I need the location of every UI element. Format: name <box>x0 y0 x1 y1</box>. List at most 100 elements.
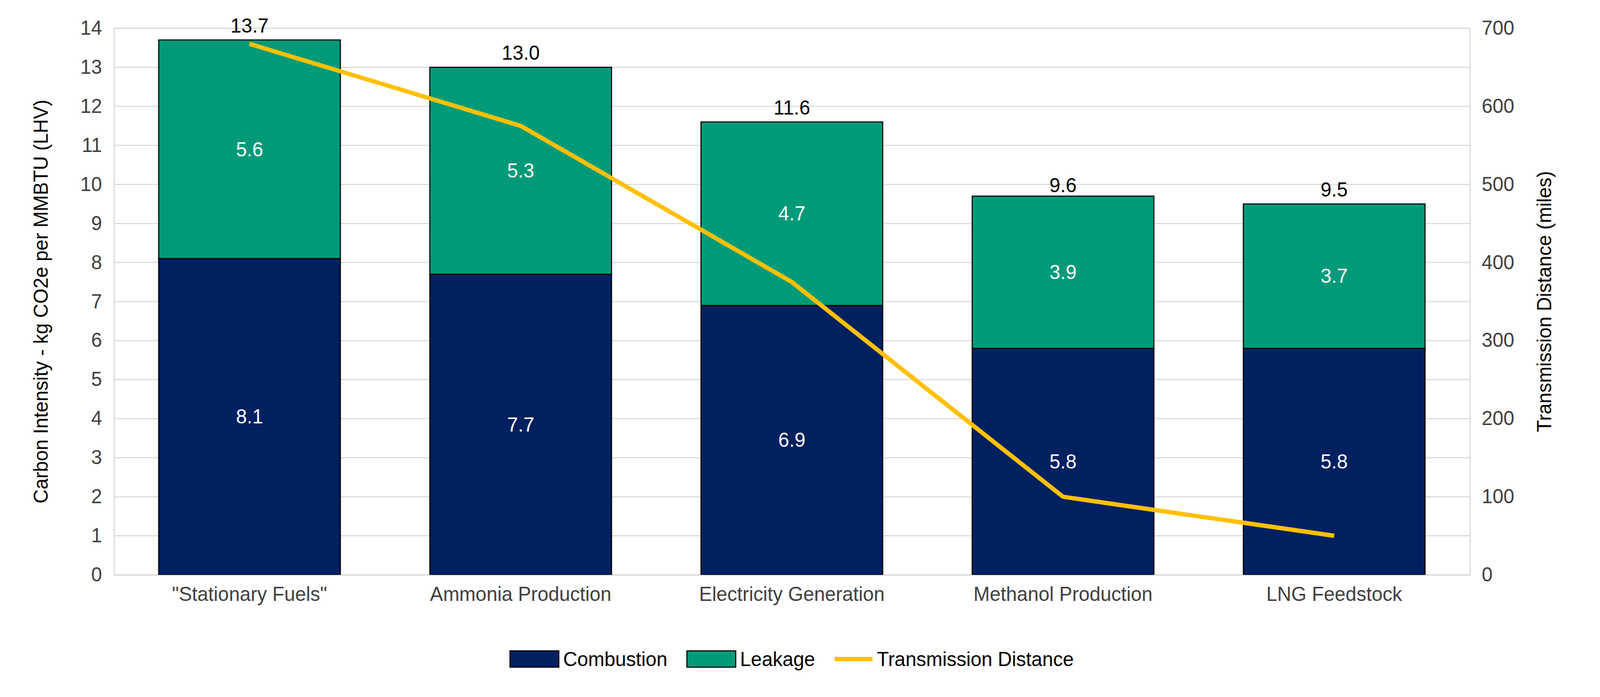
total-label: 13.0 <box>501 41 540 65</box>
tick-label: 0 <box>91 563 103 586</box>
tick-label: 13 <box>80 55 103 79</box>
grid <box>113 28 1470 575</box>
total-label: 9.5 <box>1320 178 1348 201</box>
tick: 700 <box>1469 16 1515 40</box>
data-label: 4.7 <box>778 202 806 225</box>
legend-label: Combustion <box>563 647 668 671</box>
tick: LNG Feedstock <box>1266 574 1403 605</box>
y2-axis: 0 100 200 300 400 500 600 700 <box>1469 16 1515 586</box>
tick: 14 <box>80 16 114 40</box>
bar <box>1243 348 1426 575</box>
tick: 600 <box>1469 94 1515 118</box>
tick: 3 <box>91 445 114 469</box>
grid-line <box>113 27 1470 29</box>
tick-label: 6 <box>91 328 103 352</box>
data-label: 3.9 <box>1049 260 1077 284</box>
legend-item: Transmission Distance <box>834 647 1074 671</box>
tick: 0 <box>1469 563 1493 586</box>
legend-label: Transmission Distance <box>876 647 1074 671</box>
tick-label: 200 <box>1481 406 1515 430</box>
total-label: 9.6 <box>1049 174 1077 197</box>
bar <box>429 273 612 575</box>
y2-axis-title: Transmission Distance (miles) <box>1533 170 1556 432</box>
axis-line <box>1469 28 1471 576</box>
data-label: 5.3 <box>507 159 535 182</box>
tick: 4 <box>91 406 114 430</box>
tick: Ammonia Production <box>430 574 612 605</box>
y-axis: 01234567891011121314 <box>80 16 115 586</box>
bar <box>700 305 883 575</box>
tick: 12 <box>80 94 114 118</box>
bar <box>1243 204 1426 349</box>
bar <box>972 348 1155 575</box>
total-label: 13.7 <box>230 14 269 37</box>
legend: Combustion Leakage Transmission Distance <box>510 647 1074 671</box>
legend-item: Leakage <box>686 647 815 671</box>
tick: 1 <box>91 524 114 547</box>
data-label: 7.7 <box>507 413 535 436</box>
tick-label: 1 <box>91 524 103 547</box>
tick-label: 400 <box>1481 251 1515 274</box>
axis-line <box>113 28 116 576</box>
labels: 8.1 7.7 6.9 5.8 5.8 5.6 5.3 4.7 3.9 3.7 13.7 13.0 11… <box>230 14 1348 473</box>
tick: 500 <box>1469 173 1515 196</box>
data-label: 8.1 <box>236 405 264 428</box>
plot-area: 0123456789101112131401002003004005006007… <box>80 14 1515 605</box>
bar <box>429 67 612 274</box>
tick: 400 <box>1469 251 1515 274</box>
tick-label: 600 <box>1481 94 1515 118</box>
tick: 5 <box>91 367 114 391</box>
tick-label: 2 <box>91 485 103 508</box>
tick-label: 9 <box>91 212 103 235</box>
tick: "Stationary Fuels" <box>171 574 328 605</box>
tick: 2 <box>91 485 114 508</box>
tick-label: 12 <box>80 94 103 118</box>
tick: 0 <box>91 563 114 586</box>
tick: Electricity Generation <box>698 574 885 605</box>
tick: 300 <box>1469 328 1515 352</box>
legend-label: Leakage <box>740 647 815 671</box>
tick: 100 <box>1469 485 1515 508</box>
tick: 6 <box>91 328 114 352</box>
chart: 0123456789101112131401002003004005006007… <box>0 0 1600 697</box>
tick-label: 11 <box>81 134 103 157</box>
tick: 9 <box>91 212 114 235</box>
tick-label: 10 <box>80 173 103 196</box>
legend-swatch <box>834 656 873 661</box>
tick-label: 4 <box>91 406 103 430</box>
tick: 11 <box>81 134 114 157</box>
tick-label: 8 <box>91 251 103 274</box>
y-axis-title: Carbon Intensity - kg CO2e per MMBTU (LH… <box>29 99 53 503</box>
tick-label: Methanol Production <box>973 582 1153 605</box>
tick: 13 <box>80 55 114 79</box>
legend-swatch <box>510 650 559 667</box>
tick-label: 5 <box>91 367 103 391</box>
tick-label: 300 <box>1481 328 1515 352</box>
bar <box>158 258 341 575</box>
tick-label: 7 <box>91 290 103 313</box>
x-axis: "Stationary Fuels" Ammonia Production Elec… <box>114 574 1471 605</box>
tick-label: 0 <box>1481 563 1493 586</box>
legend-item: Combustion <box>510 647 668 671</box>
marks <box>158 40 1425 575</box>
tick: 200 <box>1469 406 1515 430</box>
line <box>249 43 1335 536</box>
tick-label: 100 <box>1481 485 1515 508</box>
tick-label: "Stationary Fuels" <box>171 582 328 605</box>
tick: Methanol Production <box>973 574 1153 605</box>
data-label: 5.8 <box>1320 450 1348 473</box>
tick: 10 <box>80 173 114 196</box>
tick: 8 <box>91 251 114 274</box>
tick-label: Ammonia Production <box>430 582 612 605</box>
data-label: 3.7 <box>1320 264 1348 288</box>
tick: 7 <box>91 290 114 313</box>
data-label: 5.6 <box>236 138 264 161</box>
data-label: 6.9 <box>778 428 806 451</box>
bar <box>700 122 883 306</box>
tick-label: 14 <box>80 16 103 40</box>
legend-swatch <box>686 650 736 667</box>
total-label: 11.6 <box>773 96 811 119</box>
tick-label: 500 <box>1481 173 1515 196</box>
bar <box>158 40 341 259</box>
data-label: 5.8 <box>1049 450 1077 473</box>
